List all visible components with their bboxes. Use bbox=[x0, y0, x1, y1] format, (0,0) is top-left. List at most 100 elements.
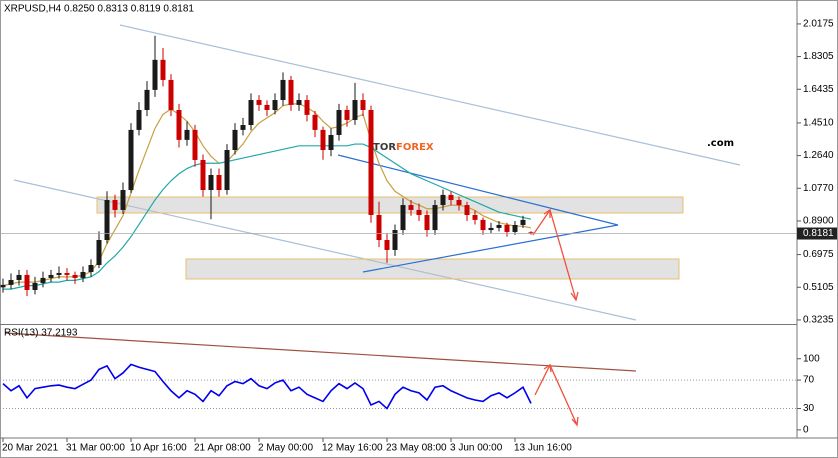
candle-body bbox=[312, 114, 318, 130]
y-tick-label: 0.5105 bbox=[803, 282, 834, 293]
candle-body bbox=[152, 59, 158, 90]
candle-body bbox=[40, 277, 46, 283]
candle-body bbox=[448, 194, 454, 200]
price-tag bbox=[797, 227, 837, 240]
triangle-line bbox=[362, 224, 619, 273]
channel-line bbox=[119, 24, 741, 166]
candle-body bbox=[128, 129, 134, 191]
candle-body bbox=[72, 274, 78, 278]
x-tick-label: 12 May 16:00 bbox=[322, 443, 383, 454]
candle-body bbox=[272, 100, 278, 110]
candle-body bbox=[344, 109, 350, 120]
rsi-trendline bbox=[4, 332, 637, 372]
y-tick-label: 0.3235 bbox=[803, 315, 834, 326]
candle-body bbox=[160, 59, 166, 80]
candle-body bbox=[304, 100, 310, 115]
channel-line bbox=[13, 179, 637, 321]
candle-body bbox=[16, 274, 22, 281]
candle-body bbox=[168, 79, 174, 110]
arrow-head bbox=[543, 363, 552, 373]
candle-body bbox=[144, 89, 150, 110]
y-tick-label: 1.2640 bbox=[803, 150, 834, 161]
zone bbox=[96, 196, 684, 214]
candle-body bbox=[328, 134, 334, 151]
candle-body bbox=[440, 194, 446, 206]
candle-body bbox=[400, 205, 406, 231]
candle-body bbox=[472, 215, 478, 220]
candle-body bbox=[496, 224, 502, 228]
candle-body bbox=[112, 199, 118, 210]
candle-body bbox=[320, 129, 326, 151]
y-tick-label: 2.0175 bbox=[803, 19, 834, 30]
candle-body bbox=[104, 199, 110, 240]
y-tick-label: 1.0770 bbox=[803, 183, 834, 194]
candle-body bbox=[464, 205, 470, 216]
zone bbox=[185, 258, 680, 280]
rsi-line bbox=[2, 363, 532, 410]
arrow-head bbox=[571, 416, 579, 427]
candle-body bbox=[56, 273, 62, 275]
candle-body bbox=[88, 264, 94, 272]
candle-body bbox=[48, 274, 54, 278]
candle-body bbox=[8, 280, 14, 285]
price-tag-label: 0.8181 bbox=[803, 228, 834, 239]
y-tick-label: 0 bbox=[803, 425, 809, 436]
candle-body bbox=[0, 284, 6, 288]
arrow-head bbox=[570, 291, 579, 302]
candle-body bbox=[280, 79, 286, 101]
x-tick-label: 31 Mar 00:00 bbox=[66, 443, 125, 454]
candle-body bbox=[64, 273, 70, 275]
logo-suffix: .com bbox=[707, 138, 734, 149]
logo-part: TOR bbox=[373, 142, 396, 153]
triangle-line bbox=[337, 154, 619, 226]
rsi-title: RSI(13) 37.2193 bbox=[4, 328, 78, 339]
y-tick-label: 0.8900 bbox=[803, 216, 834, 227]
candle-body bbox=[176, 109, 182, 140]
forecast-arrows bbox=[532, 208, 579, 427]
x-tick-label: 21 Apr 08:00 bbox=[194, 443, 251, 454]
candle-body bbox=[416, 209, 422, 216]
candle-body bbox=[184, 129, 190, 140]
candle-body bbox=[360, 100, 366, 110]
candle-body bbox=[384, 239, 390, 250]
candle-body bbox=[32, 282, 38, 290]
y-tick-label: 30 bbox=[803, 403, 815, 414]
x-tick-label: 20 Mar 2021 bbox=[2, 443, 59, 454]
candle-body bbox=[352, 100, 358, 120]
candle-body bbox=[488, 227, 494, 231]
candle-body bbox=[96, 239, 102, 265]
x-tick-label: 13 Jun 16:00 bbox=[514, 443, 572, 454]
candle-body bbox=[80, 271, 86, 278]
candle-body bbox=[136, 109, 142, 130]
candle-body bbox=[192, 129, 198, 160]
candle-body bbox=[224, 150, 230, 191]
candle-body bbox=[424, 215, 430, 231]
y-tick-label: 1.8305 bbox=[803, 51, 834, 62]
candle-body bbox=[248, 100, 254, 126]
x-tick-label: 3 Jun 00:00 bbox=[450, 443, 503, 454]
arrow-head bbox=[543, 208, 551, 218]
candle-body bbox=[512, 224, 518, 232]
candle-body bbox=[432, 205, 438, 231]
y-tick-label: 1.4510 bbox=[803, 118, 834, 129]
candle-body bbox=[216, 174, 222, 191]
x-tick-label: 2 May 00:00 bbox=[258, 443, 313, 454]
candle-body bbox=[24, 274, 30, 290]
candle-body bbox=[264, 104, 270, 110]
candle-body bbox=[232, 129, 238, 151]
candle-body bbox=[336, 109, 342, 135]
candle-body bbox=[240, 125, 246, 130]
candle-body bbox=[408, 205, 414, 210]
y-tick-label: 100 bbox=[803, 353, 820, 364]
x-tick-label: 23 May 08:00 bbox=[386, 443, 447, 454]
chart-title: XRPUSD,H4 0.8250 0.8313 0.8119 0.8181 bbox=[4, 4, 194, 15]
candle-body bbox=[296, 100, 302, 105]
y-tick-label: 1.6435 bbox=[803, 84, 834, 95]
candle-body bbox=[208, 174, 214, 191]
candle-body bbox=[368, 109, 374, 216]
logo: TORFOREX bbox=[373, 142, 434, 153]
candle-body bbox=[256, 100, 262, 105]
y-tick-label: 0.6975 bbox=[803, 249, 834, 260]
